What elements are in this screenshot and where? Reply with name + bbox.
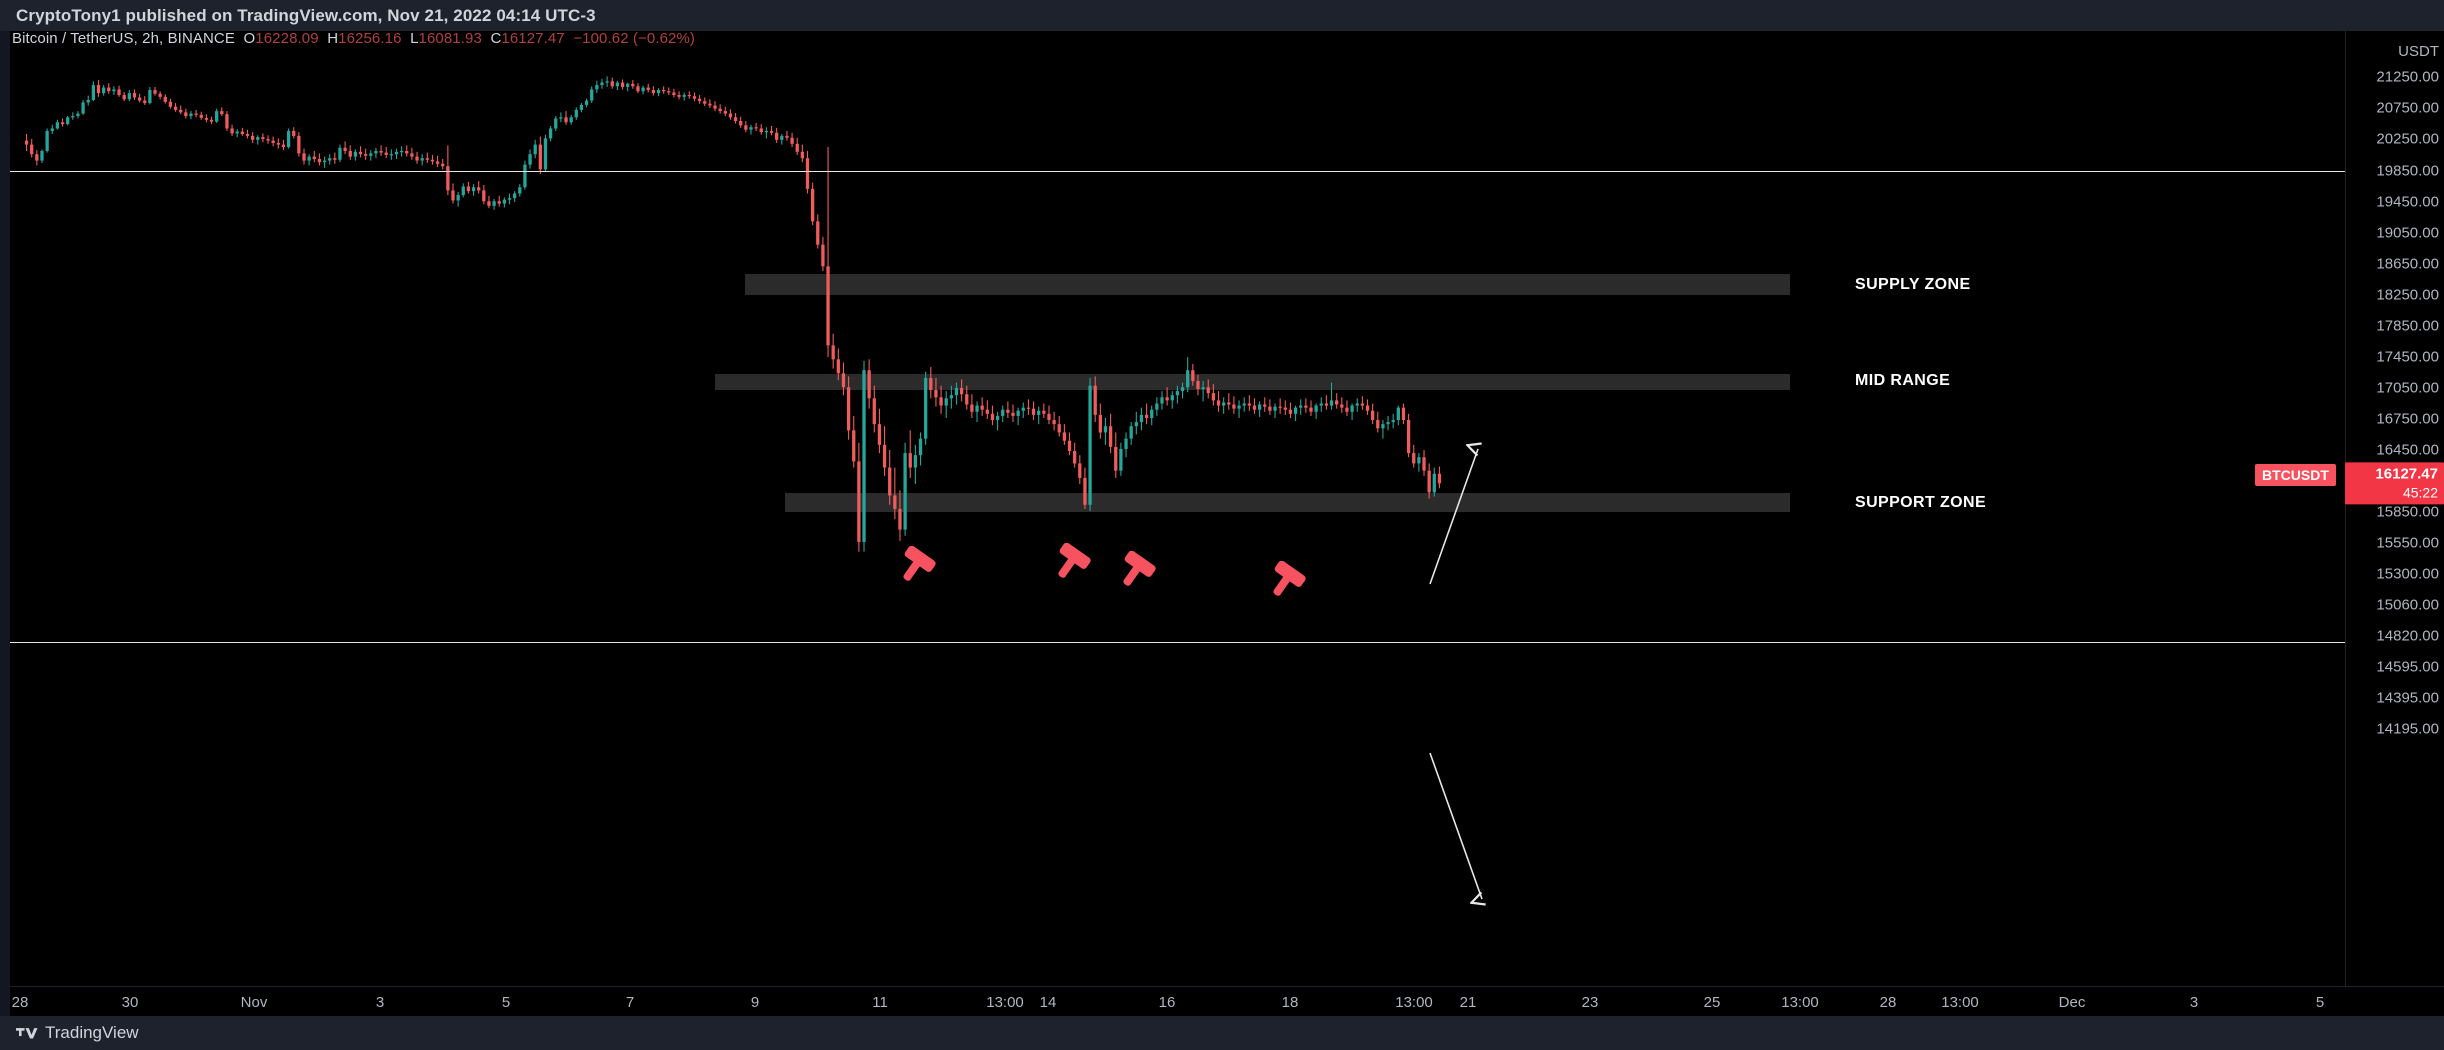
price-tick: 18650.00 [2376, 255, 2439, 273]
time-tick: 3 [375, 994, 385, 1011]
attribution-text: CryptoTony1 published on TradingView.com… [16, 5, 596, 25]
time-tick: 21 [1459, 994, 1477, 1011]
hammer-icon[interactable] [890, 546, 936, 592]
time-tick: 3 [2189, 994, 2199, 1011]
time-axis[interactable]: 28 30 Nov 3 5 7 9 11 13:00 14 16 18 13:00 21 23 25 13:00… [10, 986, 2444, 1016]
tradingview-brand-label: TradingView [45, 1023, 139, 1042]
price-tick: 15550.00 [2376, 534, 2439, 552]
price-tick: 18250.00 [2376, 286, 2439, 304]
time-tick: 5 [501, 994, 511, 1011]
zone-rect-mid-range[interactable] [715, 374, 1790, 391]
price-tick: 16450.00 [2376, 441, 2439, 459]
price-tick: 14595.00 [2376, 658, 2439, 676]
candlestick-series [24, 76, 1442, 552]
lower-horizontal-line[interactable] [10, 641, 2345, 643]
zone-rect-support-zone[interactable] [785, 493, 1790, 512]
price-tick: 14195.00 [2376, 720, 2439, 738]
time-tick: 13:00 [1395, 994, 1433, 1011]
price-tick: 20250.00 [2376, 130, 2439, 148]
tradingview-logo-icon [16, 1028, 38, 1039]
time-tick: 13:00 [986, 994, 1024, 1011]
price-tick: 20750.00 [2376, 99, 2439, 117]
current-price-label[interactable]: 16127.47 45:22 [2345, 462, 2444, 504]
chart-legend[interactable]: Bitcoin / TetherUS, 2h, BINANCE O16228.0… [12, 30, 696, 47]
hammer-icon[interactable] [1110, 551, 1156, 597]
time-tick: 9 [750, 994, 760, 1011]
hammer-icon[interactable] [1260, 561, 1306, 607]
chart-frame: USDT 21250.00 20750.00 20250.00 19850.00 194… [10, 31, 2444, 1016]
symbol-badge[interactable]: BTCUSDT [2255, 464, 2336, 487]
time-tick: 25 [1703, 994, 1721, 1011]
legend-high-value: 16256.16 [338, 30, 402, 47]
price-tick: 17050.00 [2376, 379, 2439, 397]
price-tick: 17850.00 [2376, 317, 2439, 335]
price-tick: 14395.00 [2376, 689, 2439, 707]
hammer-icon[interactable] [1045, 543, 1091, 589]
price-tick: 17450.00 [2376, 348, 2439, 366]
price-tick: 19450.00 [2376, 193, 2439, 211]
price-tick: 19850.00 [2376, 162, 2439, 180]
time-tick: 7 [625, 994, 635, 1011]
chart-pane[interactable] [10, 31, 2345, 986]
price-tick: 15060.00 [2376, 596, 2439, 614]
price-tick: 21250.00 [2376, 68, 2439, 86]
legend-symbol: Bitcoin / TetherUS [12, 30, 134, 47]
time-tick: 23 [1581, 994, 1599, 1011]
time-tick: 28 [11, 994, 29, 1011]
time-tick: 28 [1879, 994, 1897, 1011]
legend-low-value: 16081.93 [418, 30, 482, 47]
zone-label-supply-zone: SUPPLY ZONE [1855, 275, 1971, 293]
legend-high-label: H [327, 30, 339, 47]
time-tick: 14 [1039, 994, 1057, 1011]
tradingview-brand: TradingView [0, 1023, 139, 1043]
zone-label-mid-range: MID RANGE [1855, 372, 1951, 390]
price-axis[interactable]: USDT 21250.00 20750.00 20250.00 19850.00 194… [2345, 31, 2444, 1016]
time-tick: 18 [1281, 994, 1299, 1011]
zone-rect-supply-zone[interactable] [745, 274, 1790, 295]
price-tick: 15300.00 [2376, 565, 2439, 583]
price-tick: 19050.00 [2376, 224, 2439, 242]
time-tick: 13:00 [1941, 994, 1979, 1011]
legend-open-label: O [243, 30, 256, 47]
legend-interval: 2h [142, 30, 160, 47]
legend-exchange: BINANCE [167, 30, 235, 47]
zone-label-support-zone: SUPPORT ZONE [1855, 493, 1987, 511]
time-tick: Nov [240, 994, 268, 1011]
time-tick: Dec [2058, 994, 2086, 1011]
time-tick: 11 [872, 994, 888, 1011]
time-tick: 13:00 [1781, 994, 1819, 1011]
legend-close-label: C [490, 30, 502, 47]
price-axis-unit: USDT [2398, 43, 2439, 60]
time-tick: 30 [121, 994, 139, 1011]
price-tick: 16750.00 [2376, 410, 2439, 428]
legend-low-label: L [410, 30, 419, 47]
legend-close-value: 16127.47 [501, 30, 565, 47]
time-tick: 16 [1158, 994, 1176, 1011]
legend-change: −100.62 (−0.62%) [573, 30, 696, 47]
attribution-bar: CryptoTony1 published on TradingView.com… [0, 0, 2444, 31]
price-tick: 14820.00 [2376, 627, 2439, 645]
legend-open-value: 16228.09 [255, 30, 319, 47]
brand-bar: TradingView [0, 1016, 2444, 1050]
price-tick: 15850.00 [2376, 503, 2439, 521]
upper-horizontal-line[interactable] [10, 171, 2345, 172]
time-tick: 5 [2315, 994, 2325, 1011]
